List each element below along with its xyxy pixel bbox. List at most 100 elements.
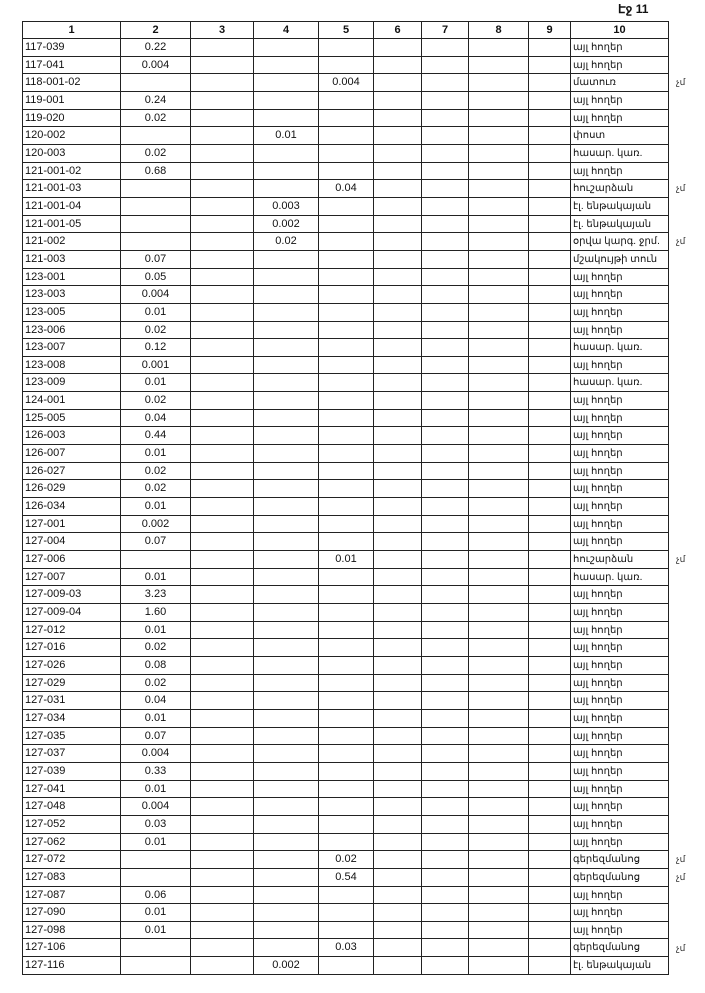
cell-col-4 bbox=[254, 833, 319, 852]
table-row: 123-007 0.12 հասար. կառ. bbox=[23, 339, 669, 357]
cell-col-9 bbox=[529, 180, 571, 198]
cell-col-10: այլ հողեր bbox=[571, 533, 669, 552]
cell-col-5 bbox=[319, 197, 374, 216]
cell-col-7 bbox=[422, 39, 469, 57]
cell-col-4 bbox=[254, 39, 319, 57]
cell-col-2: 0.24 bbox=[121, 91, 191, 110]
cell-col-3 bbox=[191, 480, 254, 499]
cell-col-8 bbox=[469, 250, 529, 269]
cell-col-9 bbox=[529, 674, 571, 693]
margin-note: չմ bbox=[676, 872, 686, 883]
table-row: 117-041 0.004 այլ հողեր bbox=[23, 56, 669, 75]
cell-col-6 bbox=[374, 409, 422, 428]
cell-col-2: 0.02 bbox=[121, 392, 191, 410]
cell-col-4 bbox=[254, 498, 319, 516]
table-row: 121-001-02 0.68 այլ հողեր bbox=[23, 162, 669, 181]
cell-col-8 bbox=[469, 480, 529, 499]
cell-col-1: 121-002 bbox=[23, 233, 121, 251]
cell-col-2 bbox=[121, 868, 191, 887]
cell-col-9 bbox=[529, 268, 571, 287]
cell-col-10: մշակույթի տուն bbox=[571, 250, 669, 269]
table-row: 120-003 0.02 հասար. կառ. bbox=[23, 144, 669, 163]
table-row: 127-037 0.004 այլ հողեր bbox=[23, 745, 669, 763]
cell-col-1: 126-007 bbox=[23, 445, 121, 463]
cell-col-1: 126-034 bbox=[23, 498, 121, 516]
cell-col-9 bbox=[529, 356, 571, 375]
cell-col-9 bbox=[529, 144, 571, 163]
cell-col-1: 127-037 bbox=[23, 745, 121, 763]
cell-col-6 bbox=[374, 833, 422, 852]
cell-col-7 bbox=[422, 921, 469, 940]
cell-col-1: 127-087 bbox=[23, 886, 121, 905]
cell-col-6 bbox=[374, 656, 422, 675]
cell-col-10: այլ հողեր bbox=[571, 762, 669, 781]
cell-col-1: 127-007 bbox=[23, 568, 121, 587]
table-row: 118-001-02 0.004 մատուռ bbox=[23, 74, 669, 92]
cell-col-10: այլ հողեր bbox=[571, 445, 669, 463]
cell-col-2: 0.02 bbox=[121, 144, 191, 163]
cell-col-3 bbox=[191, 709, 254, 728]
cell-col-9 bbox=[529, 462, 571, 481]
table-row: 127-034 0.01 այլ հողեր bbox=[23, 709, 669, 728]
cell-col-10: այլ հողեր bbox=[571, 709, 669, 728]
table-row: 127-026 0.08 այլ հողեր bbox=[23, 656, 669, 675]
cell-col-9 bbox=[529, 445, 571, 463]
cell-col-2: 0.004 bbox=[121, 286, 191, 304]
cell-col-4 bbox=[254, 939, 319, 958]
cell-col-5 bbox=[319, 445, 374, 463]
cell-col-9 bbox=[529, 39, 571, 57]
cell-col-8 bbox=[469, 427, 529, 446]
cell-col-5: 0.01 bbox=[319, 551, 374, 569]
cell-col-10: այլ հողեր bbox=[571, 286, 669, 304]
cell-col-10: այլ հողեր bbox=[571, 727, 669, 746]
cell-col-3 bbox=[191, 815, 254, 834]
cell-col-1: 127-006 bbox=[23, 551, 121, 569]
cell-col-8 bbox=[469, 833, 529, 852]
cell-col-5 bbox=[319, 674, 374, 693]
cell-col-6 bbox=[374, 815, 422, 834]
cell-col-9 bbox=[529, 56, 571, 75]
cell-col-3 bbox=[191, 462, 254, 481]
column-header-6: 6 bbox=[374, 22, 422, 39]
cell-col-3 bbox=[191, 515, 254, 534]
table-row: 127-035 0.07 այլ հողեր bbox=[23, 727, 669, 746]
cell-col-6 bbox=[374, 39, 422, 57]
cell-col-9 bbox=[529, 250, 571, 269]
cell-col-1: 127-001 bbox=[23, 515, 121, 534]
cell-col-1: 123-007 bbox=[23, 339, 121, 357]
cell-col-5 bbox=[319, 144, 374, 163]
table-row: 125-005 0.04 այլ հողեր bbox=[23, 409, 669, 428]
cell-col-4 bbox=[254, 445, 319, 463]
cell-col-7 bbox=[422, 904, 469, 922]
table-row: 127-072 0.02 գերեզմանոց bbox=[23, 851, 669, 869]
cell-col-6 bbox=[374, 56, 422, 75]
cell-col-8 bbox=[469, 745, 529, 763]
cell-col-9 bbox=[529, 586, 571, 604]
cell-col-3 bbox=[191, 692, 254, 710]
table-row: 127-062 0.01 այլ հողեր bbox=[23, 833, 669, 852]
cell-col-8 bbox=[469, 303, 529, 322]
cell-col-8 bbox=[469, 515, 529, 534]
cell-col-7 bbox=[422, 886, 469, 905]
cell-col-9 bbox=[529, 74, 571, 92]
table-row: 127-004 0.07 այլ հողեր bbox=[23, 533, 669, 552]
table-row: 127-031 0.04 այլ հողեր bbox=[23, 692, 669, 710]
cell-col-5 bbox=[319, 374, 374, 393]
cell-col-9 bbox=[529, 957, 571, 975]
cell-col-3 bbox=[191, 74, 254, 92]
cell-col-3 bbox=[191, 568, 254, 587]
cell-col-5 bbox=[319, 356, 374, 375]
cell-col-2: 0.01 bbox=[121, 445, 191, 463]
cell-col-6 bbox=[374, 286, 422, 304]
table-row: 127-039 0.33 այլ հողեր bbox=[23, 762, 669, 781]
cell-col-1: 127-026 bbox=[23, 656, 121, 675]
cell-col-1: 127-035 bbox=[23, 727, 121, 746]
cell-col-8 bbox=[469, 374, 529, 393]
table-row: 126-003 0.44 այլ հողեր bbox=[23, 427, 669, 446]
cell-col-4 bbox=[254, 533, 319, 552]
cell-col-3 bbox=[191, 745, 254, 763]
cell-col-9 bbox=[529, 480, 571, 499]
cell-col-7 bbox=[422, 233, 469, 251]
cell-col-4 bbox=[254, 656, 319, 675]
cell-col-5 bbox=[319, 656, 374, 675]
